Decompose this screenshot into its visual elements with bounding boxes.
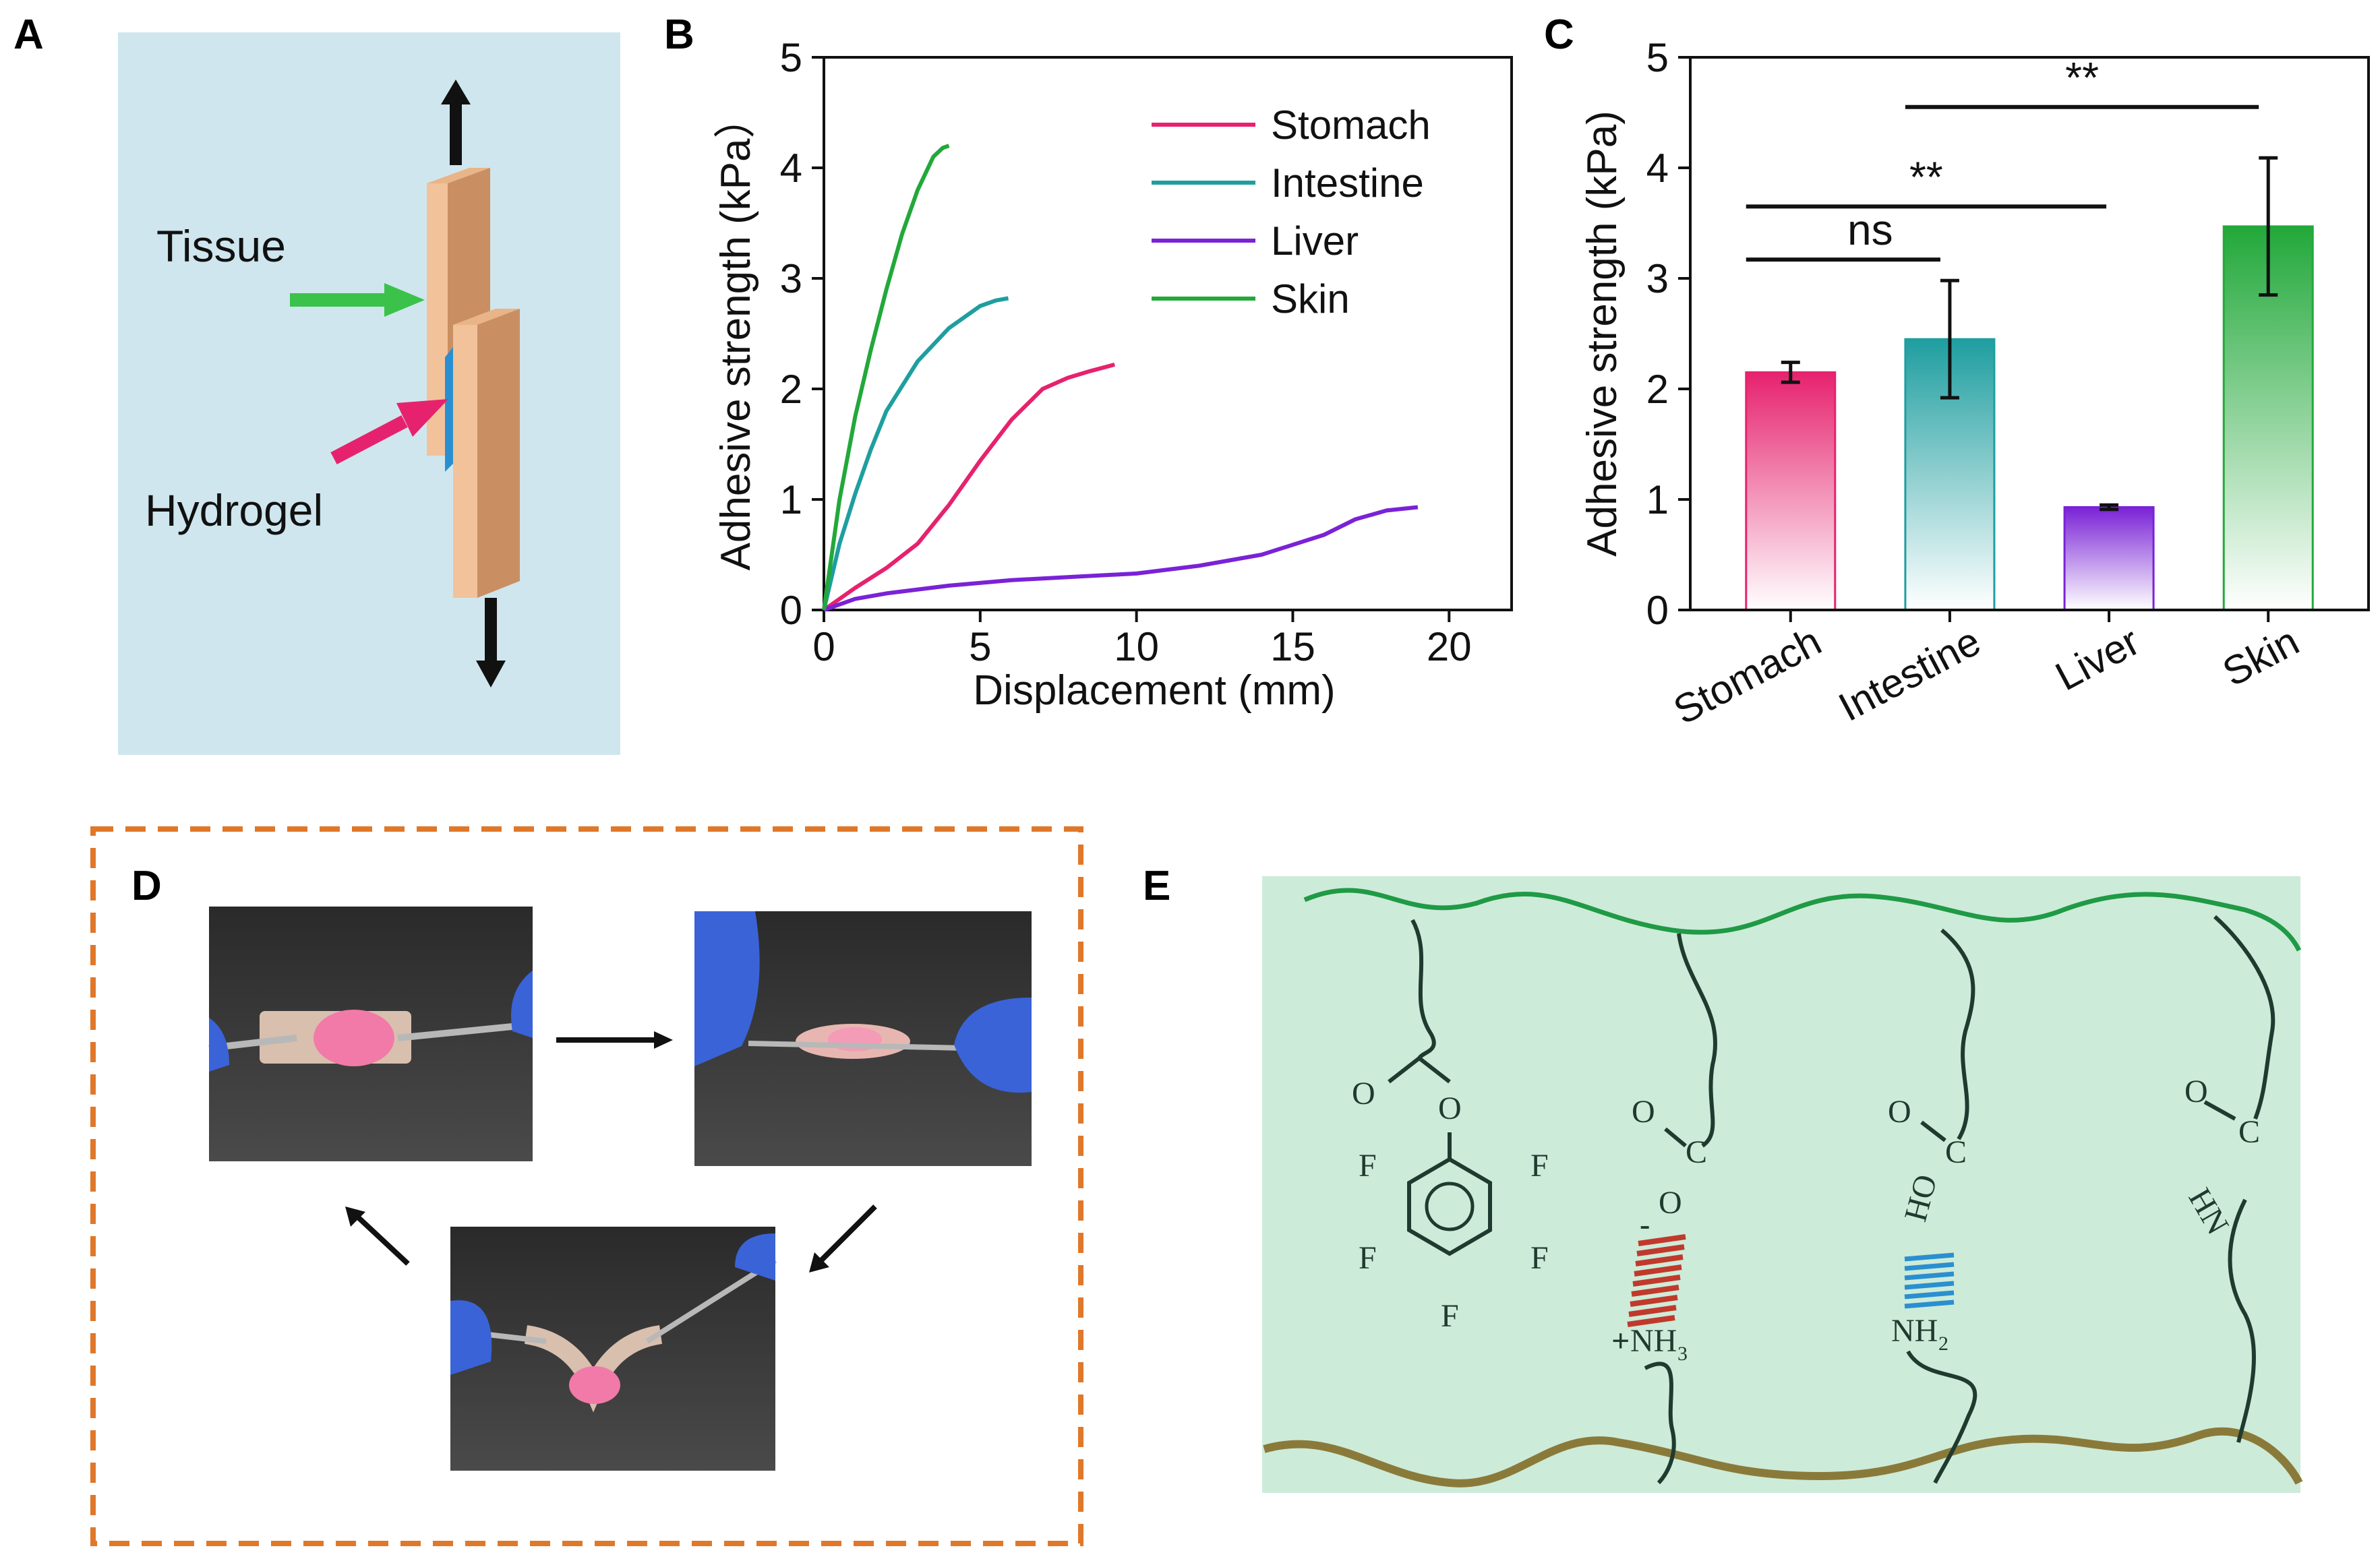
y-tick-label: 2 [1646, 367, 1669, 412]
amide-chain [2203, 915, 2275, 1443]
pfp-carbonyl-o: O [1352, 1076, 1375, 1111]
carboxylate-o-1: O [1632, 1094, 1655, 1130]
photo-stretched-long [694, 911, 1032, 1166]
carboxyl-c: C [1945, 1134, 1967, 1170]
amide-c: C [2238, 1114, 2260, 1150]
x-axis-label: Displacement (mm) [973, 667, 1335, 714]
chart-c: Stomach Intestine Liver Skin 0 1 2 3 4 5 Adhesive … [1579, 35, 2370, 733]
panel-e-letter: E [1143, 863, 1170, 909]
y-tick-label: 5 [1646, 35, 1669, 80]
pfp-f-1: F [1359, 1148, 1377, 1184]
y-axis-label: Adhesive strength (kPa) [1579, 111, 1626, 557]
ionic-interaction-icon [1627, 1234, 1686, 1327]
hydrogen-bond-icon [1904, 1252, 1955, 1309]
x-tick-label: 15 [1270, 624, 1315, 669]
series-line-stomach [823, 363, 1115, 612]
hydrogel-arrow-icon [330, 399, 448, 464]
x-tick-label: 10 [1114, 624, 1159, 669]
y-tick-label: 0 [1646, 588, 1669, 633]
x-tick-label: 5 [969, 624, 991, 669]
pfp-ester-o: O [1438, 1091, 1462, 1126]
legend-label-liver: Liver [1271, 218, 1359, 264]
panel-d-border [90, 826, 1083, 1546]
panel-d: D [90, 826, 1083, 1546]
y-tick-label: 4 [1646, 146, 1669, 191]
x-tick-label-intestine: Intestine [1831, 618, 1988, 730]
photo-stretched-flat [208, 907, 533, 1161]
amine-sub: 2 [1938, 1333, 1948, 1355]
tissue-slab-lower [453, 309, 520, 598]
legend-label-stomach: Stomach [1271, 102, 1431, 148]
pfp-ester-group [1388, 919, 1492, 1256]
pfp-f-4: F [1530, 1240, 1549, 1276]
panel-c: C Stomach Intestine Liver Skin 0 1 2 3 4 5 Adhesiv… [1544, 11, 2370, 733]
carboxyl-o: O [1888, 1094, 1911, 1130]
panel-e: E O O F F F F F O C O - [1143, 863, 2303, 1493]
carboxylate-o-2: O [1659, 1185, 1682, 1221]
pull-down-arrow-icon [476, 598, 506, 687]
y-tick-label: 1 [780, 477, 802, 522]
cycle-arrow-right-icon [556, 1031, 673, 1049]
carboxylate-minus: - [1640, 1207, 1650, 1242]
ammonium-plus: + [1611, 1323, 1630, 1359]
pfp-f-2: F [1530, 1148, 1549, 1184]
panel-a-letter: A [13, 11, 44, 58]
y-tick-label: 3 [1646, 256, 1669, 301]
y-tick-label: 3 [780, 256, 802, 301]
panel-c-letter: C [1544, 11, 1574, 58]
pfp-f-3: F [1359, 1240, 1377, 1276]
amide-o: O [2184, 1074, 2208, 1109]
bottom-tissue-chain [1263, 1427, 2303, 1488]
chart-c-frame [1689, 56, 2370, 611]
y-tick-label: 5 [780, 35, 802, 80]
y-tick-label: 0 [780, 588, 802, 633]
y-axis-label: Adhesive strength (kPa） [713, 96, 759, 570]
y-tick-label: 2 [780, 367, 802, 412]
series-line-intestine [822, 296, 1009, 611]
bar-stomach [1745, 371, 1837, 611]
y-tick-label: 1 [1646, 477, 1669, 522]
cycle-arrow-up-left-icon [345, 1206, 410, 1266]
hydrogel-label: Hydrogel [145, 485, 323, 535]
chart-b-frame [823, 56, 1513, 611]
x-tick-label-skin: Skin [2215, 618, 2307, 695]
panel-a: A Tissue [13, 11, 620, 755]
ionic-carboxylate-chain [1644, 933, 1718, 1485]
series-line-liver [823, 505, 1419, 612]
tissue-arrow-icon [290, 283, 425, 317]
panel-e-background [1262, 876, 2300, 1493]
series-line-skin [822, 144, 950, 611]
pull-up-arrow-icon [441, 80, 471, 165]
legend-label-skin: Skin [1271, 276, 1350, 322]
panel-d-letter: D [131, 863, 162, 909]
x-tick-label: 0 [812, 624, 835, 669]
ammonium-nh: NH [1630, 1323, 1677, 1359]
pfp-f-5: F [1441, 1298, 1459, 1334]
legend-label-intestine: Intestine [1271, 160, 1424, 206]
photo-bent [450, 1227, 777, 1471]
hbond-carboxyl-chain [1906, 928, 1977, 1484]
amine-nh: NH [1891, 1313, 1938, 1349]
bar-liver [2063, 506, 2155, 611]
y-tick-label: 4 [780, 146, 802, 191]
significance-label: ** [2065, 53, 2099, 102]
carboxylate-c: C [1686, 1134, 1707, 1170]
significance-label: ** [1909, 152, 1943, 201]
x-tick-label-liver: Liver [2048, 618, 2147, 699]
significance-label: ns [1847, 206, 1893, 254]
ammonium-sub: 3 [1677, 1343, 1688, 1365]
cycle-arrow-down-left-icon [809, 1204, 877, 1273]
panel-a-background [118, 32, 620, 755]
panel-b-letter: B [664, 11, 694, 58]
x-tick-label: 20 [1427, 624, 1472, 669]
x-tick-label-stomach: Stomach [1666, 618, 1828, 733]
tissue-label: Tissue [156, 221, 286, 271]
top-polymer-chain [1303, 888, 2302, 952]
